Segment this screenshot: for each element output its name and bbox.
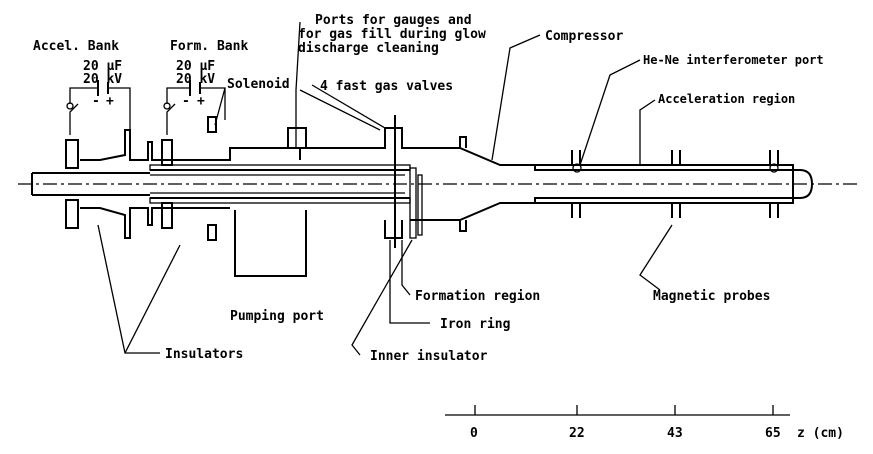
- insulators-label: Insulators: [165, 347, 243, 362]
- ports-label-line3: discharge cleaning: [298, 41, 439, 56]
- formation-region-label: Formation region: [415, 289, 540, 304]
- acceleration-region-label: Acceleration region: [658, 92, 795, 106]
- form-volt-label: 20 kV: [176, 72, 215, 87]
- outer-chamber: [80, 127, 814, 277]
- accel-volt-label: 20 kV: [83, 72, 122, 87]
- interferometer-port-1: [572, 163, 582, 173]
- iron-ring-label: Iron ring: [440, 317, 510, 332]
- scale-tick-22: 22: [569, 426, 585, 441]
- form-plus: +: [197, 94, 205, 109]
- accel-plus: +: [106, 94, 114, 109]
- left-flanges: [65, 116, 217, 241]
- scale-unit-label: z (cm): [797, 426, 844, 441]
- accel-bank-circuit: - +: [66, 80, 131, 135]
- iron-ring: [394, 115, 423, 248]
- form-cap-label: 20 μF: [176, 59, 215, 74]
- leader-lines: [97, 21, 673, 356]
- magnetic-probes-label: Magnetic probes: [653, 289, 770, 304]
- interferometer-port-2: [769, 163, 779, 173]
- inner-insulator-label: Inner insulator: [370, 349, 488, 364]
- accel-cap-label: 20 μF: [83, 59, 122, 74]
- scale-tick-65: 65: [765, 426, 781, 441]
- z-scale: 0 22 43 65 z (cm): [445, 405, 844, 441]
- form-minus: -: [182, 94, 190, 109]
- scale-tick-0: 0: [470, 426, 478, 441]
- accel-bank-label: Accel. Bank: [33, 39, 119, 54]
- form-bank-label: Form. Bank: [170, 39, 248, 54]
- ports-label-line2: for gas fill during glow: [298, 27, 486, 42]
- pumping-port-label: Pumping port: [230, 309, 324, 324]
- he-ne-port-label: He-Ne interferometer port: [643, 53, 824, 67]
- solenoid-label: Solenoid: [227, 77, 290, 92]
- compressor-label: Compressor: [545, 29, 623, 44]
- accel-minus: -: [92, 94, 100, 109]
- gas-valves-label: 4 fast gas valves: [320, 79, 453, 94]
- scale-tick-43: 43: [667, 426, 683, 441]
- tube-flanges: [571, 150, 779, 218]
- ports-label-line1: Ports for gauges and: [315, 13, 472, 28]
